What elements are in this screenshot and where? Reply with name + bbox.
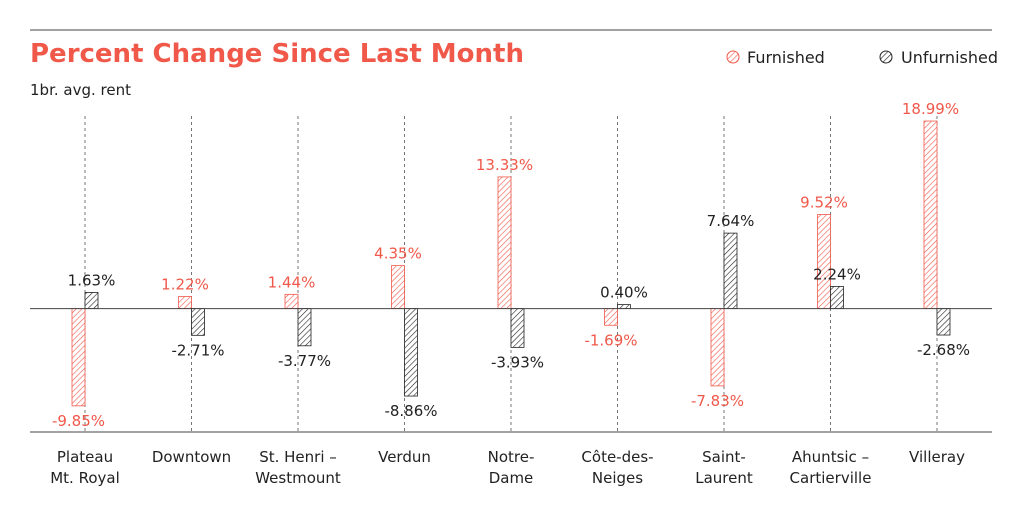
category-label: Mt. Royal [50, 469, 120, 487]
value-label-furnished: -7.83% [691, 392, 744, 410]
value-labels: -9.85% 1.63% 1.22% -2.71% 1.44% -3.77% 4.35% -8… [52, 100, 970, 430]
value-label-unfurnished: -2.68% [917, 341, 970, 359]
legend-swatch-furnished [726, 50, 740, 64]
bar-unfurnished [936, 308, 951, 336]
value-label-unfurnished: 1.63% [68, 271, 116, 289]
bar-furnished [604, 308, 618, 326]
bar-furnished [284, 293, 299, 309]
bar-unfurnished [723, 232, 738, 309]
value-label-furnished: 4.35% [374, 245, 422, 263]
value-label-unfurnished: 2.24% [813, 265, 861, 283]
value-label-furnished: 1.22% [161, 276, 209, 294]
value-label-unfurnished: 0.40% [600, 284, 648, 302]
category-label: Ahuntsic – [792, 448, 869, 466]
value-label-furnished: 18.99% [902, 100, 959, 118]
value-label-unfurnished: -3.93% [491, 353, 544, 371]
value-label-furnished: 9.52% [800, 194, 848, 212]
category-label: Laurent [695, 469, 753, 487]
bar-furnished [923, 120, 938, 309]
value-label-furnished: -1.69% [584, 331, 637, 349]
bar-furnished [497, 176, 512, 309]
category-label: Dame [489, 469, 534, 487]
bar-unfurnished [617, 304, 631, 309]
bar-furnished [817, 214, 831, 309]
legend-swatch-unfurnished [879, 50, 893, 64]
category-label: Neiges [592, 469, 643, 487]
category-label: Downtown [152, 448, 231, 466]
value-label-unfurnished: 7.64% [707, 212, 755, 230]
category-label: St. Henri – [259, 448, 337, 466]
value-label-furnished: 1.44% [268, 273, 316, 291]
chart-subtitle: 1br. avg. rent [30, 81, 131, 99]
bar-furnished [71, 308, 86, 407]
bar-furnished [710, 308, 725, 387]
category-labels: Plateau Mt. Royal Downtown St. Henri – Westm… [50, 448, 965, 487]
bar-unfurnished [510, 308, 525, 348]
bar-furnished [391, 265, 405, 309]
category-label: Westmount [255, 469, 341, 487]
category-label: Plateau [57, 448, 113, 466]
value-label-unfurnished: -8.86% [384, 402, 437, 420]
category-label: Côte-des- [581, 448, 653, 466]
category-label: Villeray [909, 448, 965, 466]
legend-label-unfurnished: Unfurnished [901, 48, 998, 67]
bar-unfurnished [404, 308, 418, 397]
bar-unfurnished [191, 308, 205, 336]
chart-title: Percent Change Since Last Month [30, 39, 524, 69]
bar-furnished [178, 296, 192, 309]
category-label: Cartierville [790, 469, 872, 487]
value-label-unfurnished: -3.77% [278, 352, 331, 370]
category-label: Saint- [702, 448, 746, 466]
value-label-furnished: 13.33% [476, 156, 533, 174]
bar-unfurnished [830, 286, 844, 309]
bar-unfurnished [84, 292, 99, 309]
value-label-furnished: -9.85% [52, 412, 105, 430]
category-label: Verdun [378, 448, 431, 466]
legend-label-furnished: Furnished [747, 48, 825, 67]
value-label-unfurnished: -2.71% [171, 341, 224, 359]
bar-unfurnished [297, 308, 312, 347]
legend: Furnished Unfurnished [726, 48, 998, 67]
category-label: Notre- [488, 448, 535, 466]
bars [71, 120, 951, 407]
